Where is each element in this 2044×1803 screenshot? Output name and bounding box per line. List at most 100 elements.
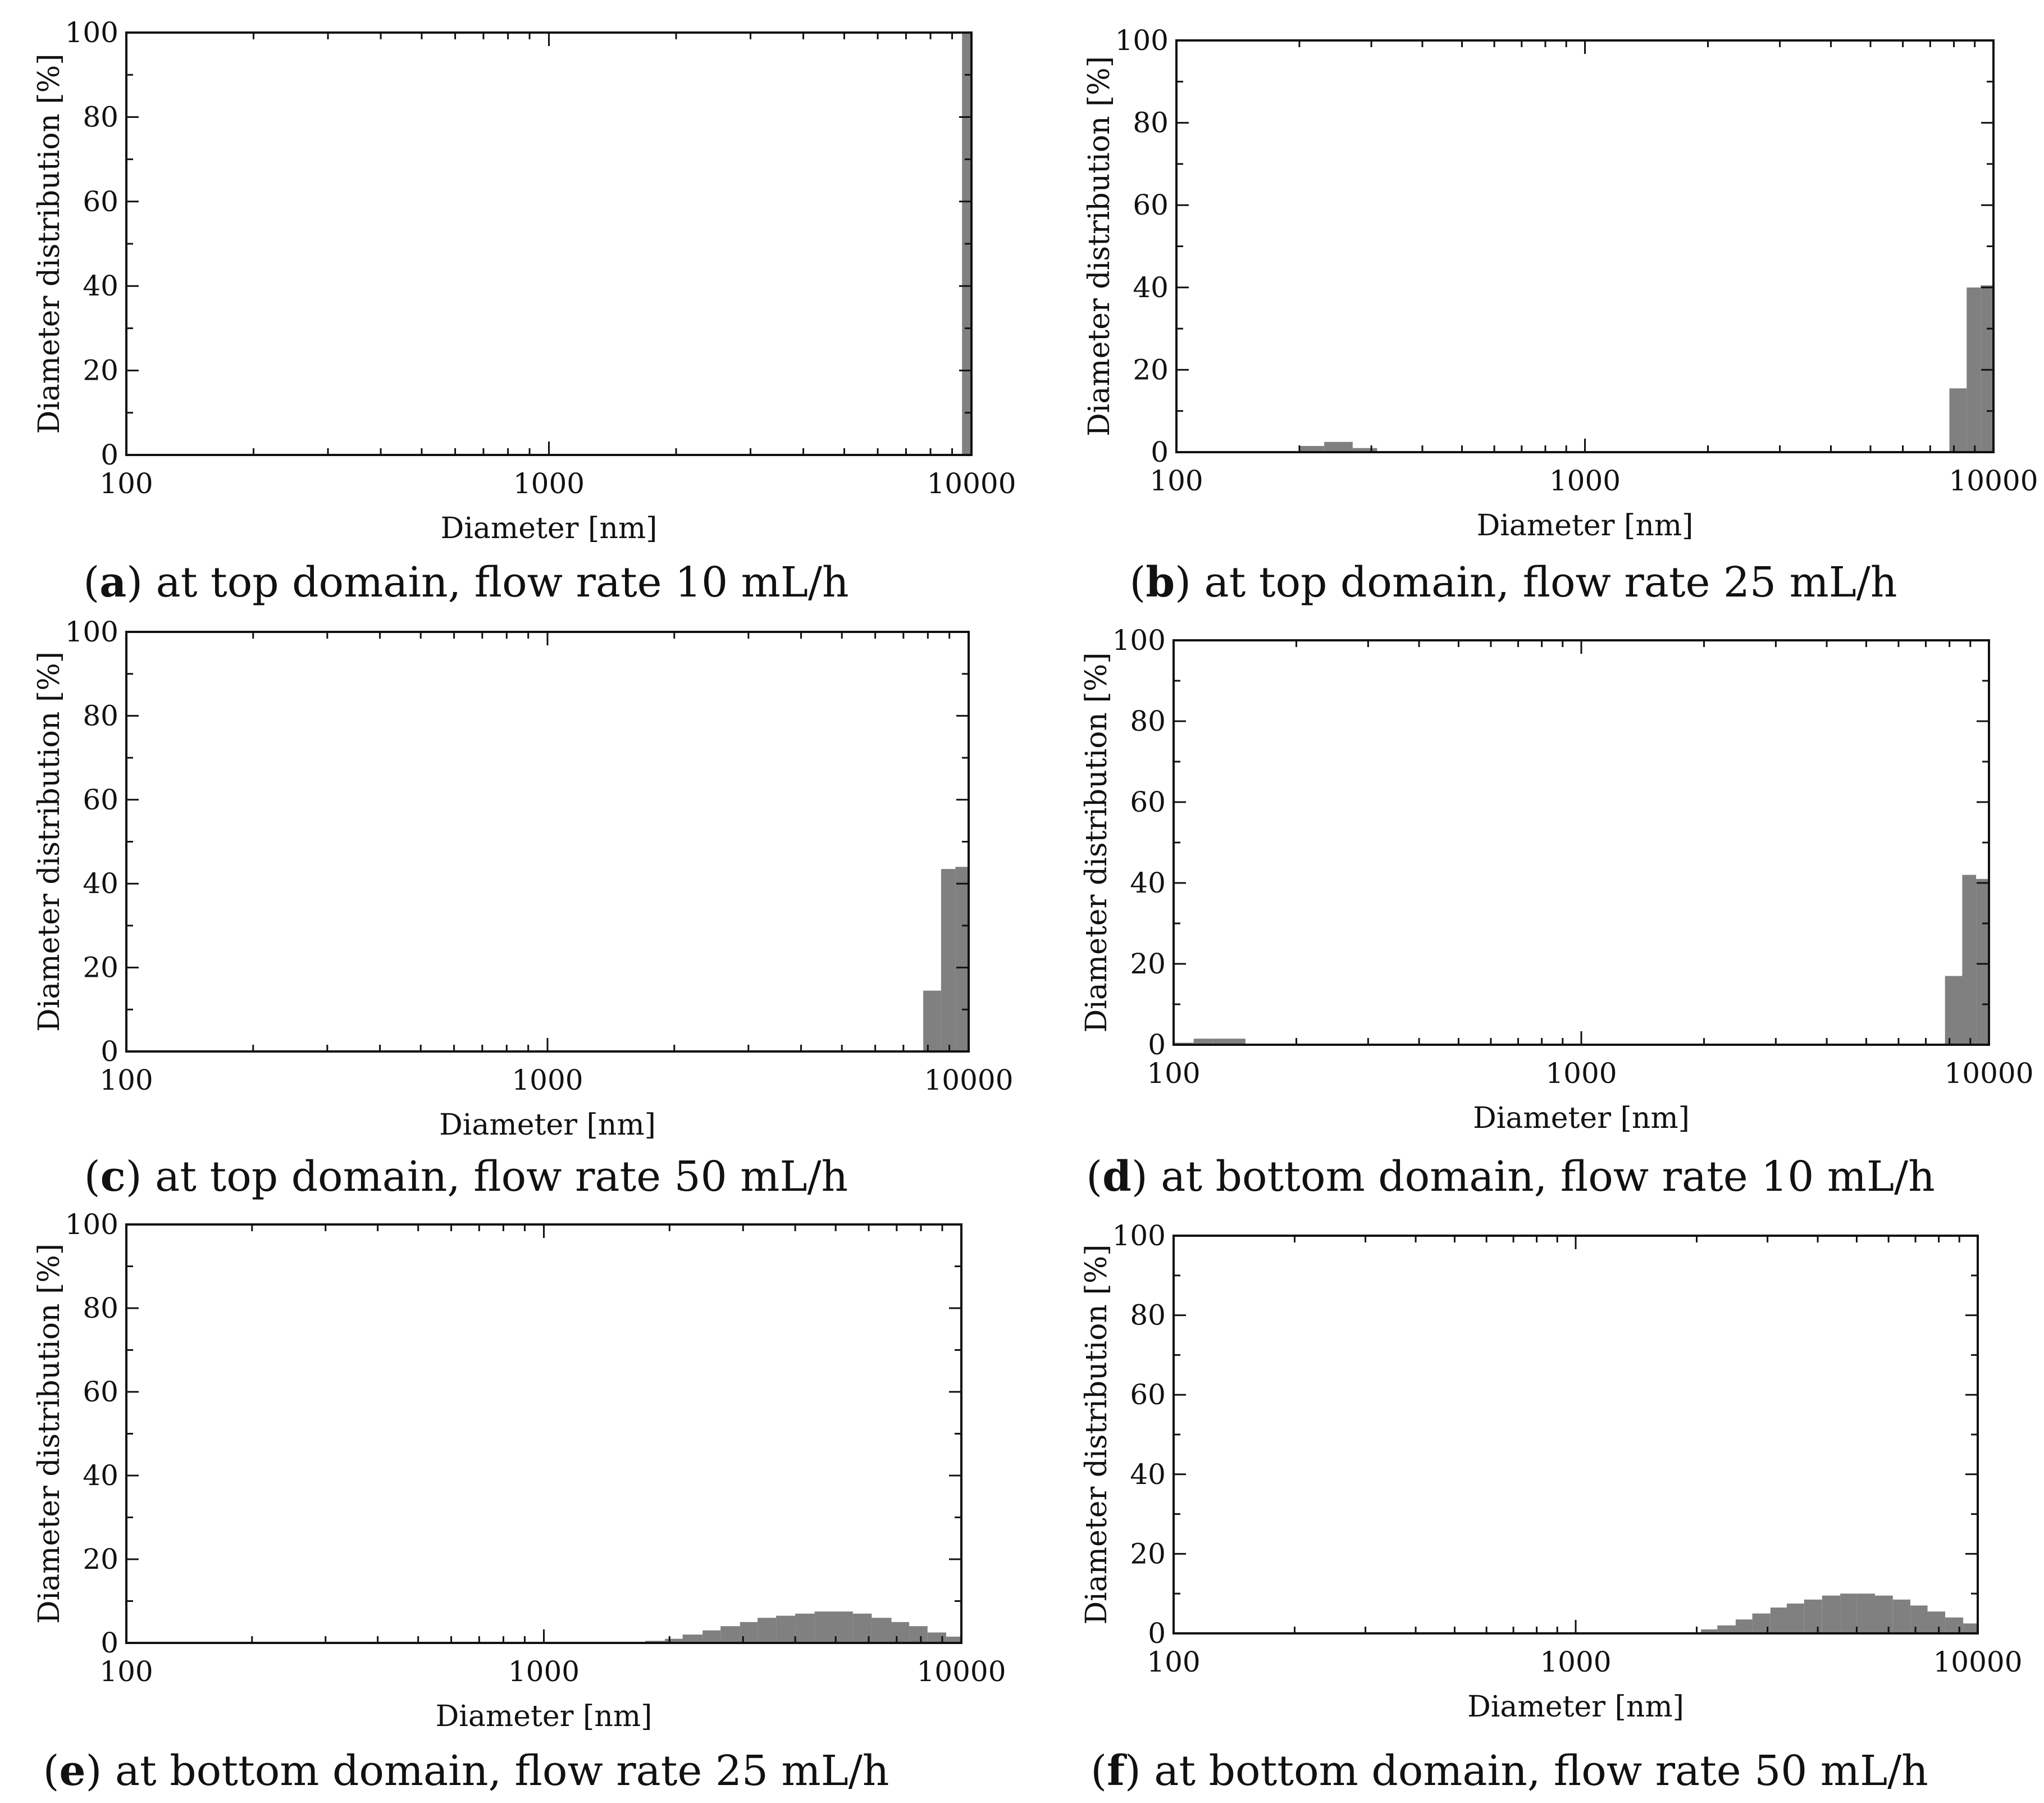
histogram-bar [923, 990, 941, 1051]
plot-frame [1172, 1235, 1979, 1634]
histogram-bar [1352, 448, 1377, 452]
histogram-bar [682, 1634, 703, 1643]
y-tick-label: 0 [1148, 1028, 1166, 1061]
y-tick-label: 100 [1112, 1219, 1166, 1252]
histogram-bar [720, 1626, 740, 1643]
histogram-bar [1822, 1595, 1841, 1633]
x-tick-label: 100 [1147, 1057, 1200, 1090]
histogram-bar [1770, 1608, 1787, 1633]
caption-paren: ) [1125, 1747, 1141, 1795]
caption-letter: b [1146, 558, 1175, 607]
y-tick-label: 0 [101, 1627, 118, 1659]
caption-paren: ( [1086, 1153, 1102, 1201]
histogram-bar [927, 1632, 946, 1643]
caption-text: at bottom domain, flow rate 50 mL/h [1141, 1747, 1928, 1795]
panel-caption: (a) at top domain, flow rate 10 mL/h [83, 558, 848, 607]
x-axis-label: Diameter [nm] [441, 512, 658, 545]
panel-caption: (f) at bottom domain, flow rate 50 mL/h [1091, 1747, 1928, 1795]
y-tick-label: 80 [1130, 1299, 1166, 1332]
histogram-bar [1874, 1595, 1893, 1633]
histogram-bar [1840, 1593, 1857, 1633]
caption-paren: ) [1175, 558, 1191, 607]
y-axis-label: Diameter distribution [%] [1080, 1244, 1114, 1624]
y-axis-label: Diameter distribution [%] [1080, 652, 1114, 1032]
caption-text: at bottom domain, flow rate 10 mL/h [1148, 1153, 1935, 1201]
chart-panel-d: 0 20 40 60 80 100 100 1000 10000 Diameter [nm] Dia… [1080, 624, 2034, 1201]
caption-letter: f [1107, 1747, 1127, 1795]
x-tick-label: 10000 [916, 1655, 1006, 1688]
histogram-bar [1856, 1593, 1875, 1633]
caption-text: at top domain, flow rate 10 mL/h [143, 558, 849, 607]
histogram-bar [1927, 1611, 1945, 1633]
caption-text: at top domain, flow rate 25 mL/h [1191, 558, 1897, 607]
x-tick-label: 1000 [512, 1064, 583, 1096]
y-axis-label: Diameter distribution [%] [1083, 56, 1116, 436]
panel-caption: (c) at top domain, flow rate 50 mL/h [84, 1153, 848, 1201]
x-tick-label: 1000 [513, 467, 585, 500]
caption-paren: ) [126, 558, 143, 607]
chart-panel-a: 0 20 40 60 80 100 100 1000 10000 Diameter [nm] Dia… [33, 16, 1016, 607]
y-tick-label: 20 [83, 951, 118, 984]
y-tick-label: 20 [83, 1543, 118, 1576]
histogram-bar [776, 1615, 796, 1643]
histogram-bar [1962, 875, 1977, 1045]
histogram-bar [891, 1622, 910, 1643]
histogram-bar [1717, 1625, 1736, 1633]
y-tick-label: 100 [65, 1208, 118, 1241]
histogram-bar [833, 1611, 853, 1643]
y-tick-label: 20 [1133, 353, 1169, 386]
histogram-bar [665, 1638, 683, 1643]
caption-paren: ( [83, 558, 99, 607]
caption-paren: ( [1129, 558, 1146, 607]
chart-panel-b: 0 20 40 60 80 100 100 1000 10000 Diameter [nm] Dia… [1083, 24, 2038, 607]
y-tick-label: 40 [83, 1459, 118, 1492]
histogram-bar [814, 1611, 834, 1643]
y-tick-label: 60 [83, 784, 118, 816]
chart-panel-e: 0 20 40 60 80 100 100 1000 10000 Diameter [nm] Dia… [33, 1208, 1006, 1795]
y-tick-label: 100 [65, 616, 118, 648]
y-tick-label: 40 [1133, 271, 1169, 304]
x-axis-label: Diameter [nm] [439, 1108, 656, 1142]
plot-frame [1172, 639, 1990, 1046]
histogram-bar [795, 1613, 815, 1643]
histogram-bar [1967, 287, 1981, 452]
histogram-bar [872, 1618, 892, 1643]
x-tick-label: 100 [99, 1655, 153, 1688]
caption-paren: ) [1132, 1153, 1148, 1201]
caption-paren: ( [43, 1747, 60, 1795]
y-tick-label: 60 [1130, 786, 1166, 818]
histogram-bar [1735, 1619, 1753, 1633]
caption-letter: a [99, 558, 126, 607]
y-tick-label: 40 [1130, 867, 1166, 899]
plot-frame [125, 31, 973, 456]
x-tick-label: 100 [99, 467, 153, 500]
x-tick-label: 10000 [1933, 1646, 2022, 1678]
caption-text: at bottom domain, flow rate 25 mL/h [102, 1747, 889, 1795]
y-tick-label: 40 [83, 270, 118, 302]
histogram-bar [1945, 1617, 1964, 1633]
y-tick-label: 80 [1133, 107, 1169, 139]
histogram-bar [1786, 1603, 1804, 1633]
chart-panel-f: 0 20 40 60 80 100 100 1000 10000 Diameter [nm] Dia… [1080, 1219, 2023, 1795]
y-tick-label: 100 [65, 16, 118, 49]
caption-text: at top domain, flow rate 50 mL/h [142, 1153, 848, 1201]
x-tick-label: 1000 [1549, 465, 1621, 497]
panel-caption: (b) at top domain, flow rate 25 mL/h [1129, 558, 1897, 607]
x-axis-label: Diameter [nm] [1473, 1101, 1690, 1135]
caption-letter: d [1102, 1153, 1132, 1201]
x-tick-label: 10000 [1944, 1057, 2033, 1090]
x-tick-label: 10000 [927, 467, 1016, 500]
histogram-bar [1976, 878, 1989, 1045]
histogram-bar [1701, 1629, 1718, 1633]
y-tick-label: 20 [1130, 948, 1166, 980]
histogram-bar [1910, 1605, 1928, 1633]
caption-paren: ( [84, 1153, 101, 1201]
y-tick-label: 100 [1112, 624, 1166, 657]
plot-frame [125, 1223, 962, 1644]
caption-letter: e [59, 1747, 85, 1795]
y-axis-label: Diameter distribution [%] [33, 652, 66, 1032]
x-tick-label: 100 [99, 1064, 153, 1096]
histogram-bar [1949, 388, 1967, 452]
y-tick-label: 0 [101, 439, 118, 471]
y-tick-label: 100 [1115, 24, 1169, 57]
